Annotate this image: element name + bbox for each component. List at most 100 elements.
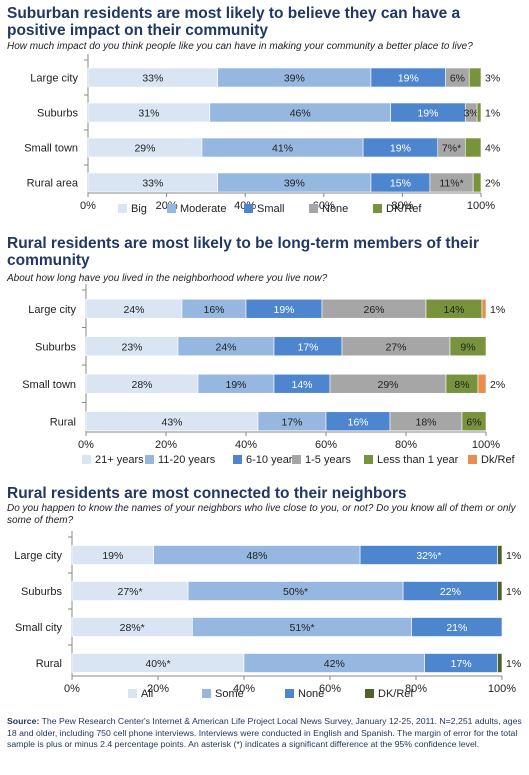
chart2-question: About how long have you lived in the nei… bbox=[7, 273, 328, 284]
data-label: 6% bbox=[466, 416, 481, 428]
chart2-plot: 0% 20% 40% 60% 80% 100% Large city 24% 16% 19% 26%… bbox=[22, 284, 516, 466]
bar-segment bbox=[497, 653, 503, 673]
data-label: 1% bbox=[485, 108, 500, 120]
data-label: 24% bbox=[215, 341, 236, 353]
data-label: 48% bbox=[246, 550, 267, 562]
data-label: 18% bbox=[415, 416, 436, 428]
x-tick-label: 80% bbox=[395, 439, 417, 451]
data-label: 26% bbox=[363, 304, 384, 316]
category-label: Large city bbox=[28, 304, 76, 316]
category-label: Rural bbox=[50, 416, 76, 428]
data-label: 33% bbox=[142, 73, 163, 85]
x-tick-label: 80% bbox=[391, 200, 413, 212]
x-tick-label: 0% bbox=[78, 439, 94, 451]
data-label: 7%* bbox=[442, 143, 461, 155]
data-label: 17% bbox=[281, 416, 302, 428]
category-label: Small town bbox=[24, 143, 78, 155]
x-tick-label: 20% bbox=[147, 683, 169, 695]
legend-swatch bbox=[82, 455, 91, 464]
data-label: 21% bbox=[446, 622, 467, 634]
data-label: 22% bbox=[440, 586, 461, 598]
category-label: Suburbs bbox=[35, 341, 76, 353]
data-label: 39% bbox=[284, 178, 305, 190]
data-label: 28% bbox=[131, 379, 152, 391]
data-label: 31% bbox=[138, 108, 159, 120]
legend-label: Some bbox=[215, 688, 244, 700]
data-label: 9% bbox=[460, 341, 475, 353]
data-label: 6% bbox=[450, 73, 465, 85]
chart3-plot: 0% 20% 40% 60% 80% 100% Large city 19% 48% 32%* 1%… bbox=[14, 531, 521, 700]
category-label: Small town bbox=[22, 379, 76, 391]
data-label: 2% bbox=[490, 379, 505, 391]
data-label: 33% bbox=[142, 178, 163, 190]
category-label: Rural bbox=[36, 658, 62, 670]
data-label: 19% bbox=[273, 304, 294, 316]
legend-swatch bbox=[292, 455, 301, 464]
data-label: 14% bbox=[443, 304, 464, 316]
x-tick-label: 40% bbox=[235, 439, 257, 451]
data-label: 11%* bbox=[439, 178, 463, 190]
x-tick-label: 0% bbox=[80, 200, 96, 212]
data-label: 19% bbox=[102, 550, 123, 562]
data-label: 17% bbox=[451, 658, 472, 670]
source-text: The Pew Research Center's Internet & Ame… bbox=[7, 716, 522, 749]
data-label: 3% bbox=[485, 73, 500, 85]
legend-swatch bbox=[309, 204, 318, 213]
x-tick-label: 60% bbox=[319, 683, 341, 695]
category-label: Large city bbox=[14, 550, 62, 562]
data-label: 19% bbox=[398, 73, 419, 85]
data-label: 32%* bbox=[416, 550, 441, 562]
data-label: 39% bbox=[284, 73, 305, 85]
data-label: 3% bbox=[464, 108, 479, 120]
x-tick-label: 20% bbox=[155, 439, 177, 451]
x-tick-label: 100% bbox=[467, 200, 495, 212]
legend-swatch bbox=[118, 204, 127, 213]
data-label: 40%* bbox=[145, 658, 170, 670]
legend-swatch bbox=[364, 455, 373, 464]
legend-label: 11-20 years bbox=[158, 454, 216, 466]
data-label: 29% bbox=[377, 379, 398, 391]
legend-label: 21+ years bbox=[95, 454, 144, 466]
data-label: 28%* bbox=[120, 622, 145, 634]
bar-segment bbox=[468, 67, 482, 88]
category-label: Large city bbox=[30, 73, 78, 85]
chart2-title: Rural residents are most likely to be lo… bbox=[7, 235, 480, 269]
data-label: 8% bbox=[454, 379, 469, 391]
x-tick-label: 40% bbox=[233, 683, 255, 695]
data-label: 27%* bbox=[117, 586, 142, 598]
bar-segment bbox=[476, 102, 482, 123]
x-tick-label: 80% bbox=[405, 683, 427, 695]
bar-segment bbox=[497, 545, 503, 565]
data-label: 29% bbox=[134, 143, 155, 155]
category-label: Suburbs bbox=[37, 108, 78, 120]
bar-segment bbox=[464, 137, 482, 158]
legend-label: None bbox=[322, 203, 348, 215]
data-label: 42% bbox=[324, 658, 345, 670]
data-label: 23% bbox=[121, 341, 142, 353]
source-note: Source: The Pew Research Center's Intern… bbox=[7, 716, 523, 751]
x-tick-label: 60% bbox=[313, 200, 335, 212]
legend-swatch bbox=[373, 204, 382, 213]
legend-swatch bbox=[167, 204, 176, 213]
data-label: 1% bbox=[506, 550, 521, 562]
bar-segment bbox=[481, 298, 487, 319]
bar-segment bbox=[449, 336, 487, 357]
bar-segment bbox=[477, 373, 487, 394]
data-label: 15% bbox=[390, 178, 411, 190]
data-label: 24% bbox=[123, 304, 144, 316]
bar-segment bbox=[461, 411, 487, 432]
x-tick-label: 60% bbox=[315, 439, 337, 451]
legend-label: Moderate bbox=[180, 203, 226, 215]
bar-segment bbox=[411, 617, 503, 637]
legend-swatch bbox=[468, 455, 477, 464]
data-label: 27% bbox=[385, 341, 406, 353]
legend-swatch bbox=[244, 204, 253, 213]
legend-label: Big bbox=[131, 203, 147, 215]
legend-label: None bbox=[298, 688, 324, 700]
legend-swatch bbox=[285, 689, 294, 698]
bar-segment bbox=[472, 172, 482, 193]
chart3-title: Rural residents are most connected to th… bbox=[7, 485, 407, 502]
x-tick-label: 0% bbox=[64, 683, 80, 695]
data-label: 41% bbox=[272, 143, 293, 155]
data-label: 51%* bbox=[289, 622, 314, 634]
